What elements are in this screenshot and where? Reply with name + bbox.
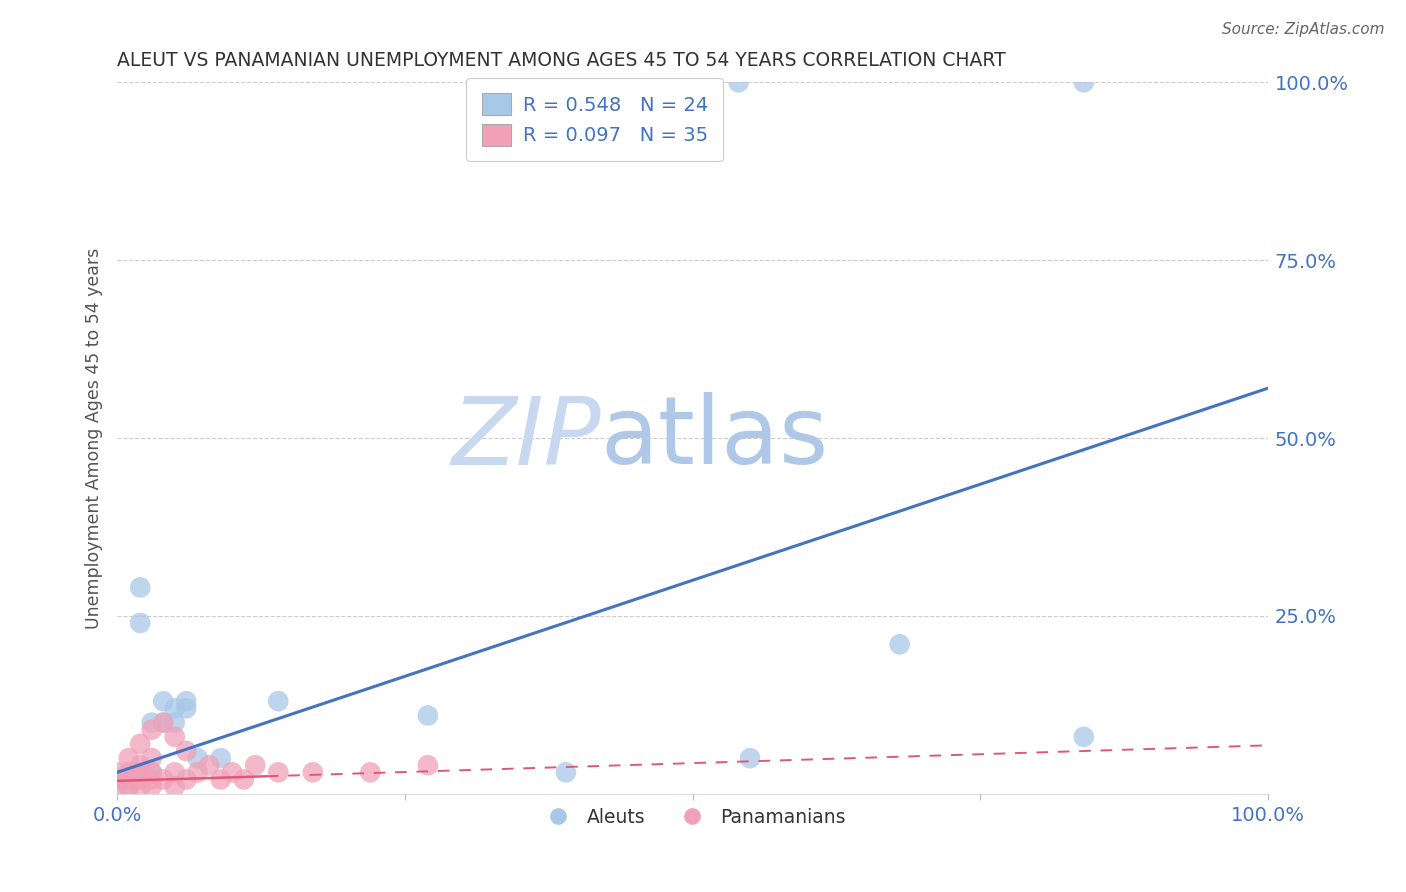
Point bbox=[359, 765, 381, 780]
Point bbox=[198, 758, 221, 772]
Text: ZIP: ZIP bbox=[451, 392, 600, 483]
Point bbox=[163, 765, 186, 780]
Point bbox=[129, 765, 152, 780]
Point bbox=[129, 737, 152, 751]
Point bbox=[129, 765, 152, 780]
Point bbox=[1073, 730, 1095, 744]
Point bbox=[416, 708, 439, 723]
Point bbox=[152, 772, 174, 787]
Point bbox=[267, 765, 290, 780]
Point bbox=[105, 772, 128, 787]
Point bbox=[141, 765, 163, 780]
Point bbox=[163, 701, 186, 715]
Point bbox=[118, 780, 141, 794]
Point bbox=[187, 751, 209, 765]
Point bbox=[889, 637, 911, 651]
Legend: Aleuts, Panamanians: Aleuts, Panamanians bbox=[531, 800, 853, 834]
Point bbox=[163, 730, 186, 744]
Point bbox=[118, 751, 141, 765]
Point bbox=[152, 715, 174, 730]
Point bbox=[267, 694, 290, 708]
Point bbox=[141, 772, 163, 787]
Point bbox=[118, 772, 141, 787]
Point bbox=[141, 751, 163, 765]
Point bbox=[174, 744, 197, 758]
Point bbox=[555, 765, 578, 780]
Point bbox=[141, 723, 163, 737]
Point bbox=[129, 780, 152, 794]
Text: ALEUT VS PANAMANIAN UNEMPLOYMENT AMONG AGES 45 TO 54 YEARS CORRELATION CHART: ALEUT VS PANAMANIAN UNEMPLOYMENT AMONG A… bbox=[117, 51, 1005, 70]
Point bbox=[187, 765, 209, 780]
Point bbox=[209, 751, 232, 765]
Point bbox=[118, 772, 141, 787]
Point bbox=[129, 772, 152, 787]
Point bbox=[141, 780, 163, 794]
Point bbox=[209, 772, 232, 787]
Point bbox=[118, 772, 141, 787]
Point bbox=[232, 772, 254, 787]
Point bbox=[174, 694, 197, 708]
Point bbox=[129, 615, 152, 630]
Point bbox=[118, 765, 141, 780]
Point bbox=[152, 694, 174, 708]
Point bbox=[105, 765, 128, 780]
Point bbox=[163, 715, 186, 730]
Point bbox=[174, 701, 197, 715]
Point bbox=[141, 765, 163, 780]
Point bbox=[727, 75, 749, 89]
Point bbox=[221, 765, 243, 780]
Point bbox=[129, 581, 152, 595]
Point bbox=[163, 780, 186, 794]
Point bbox=[416, 758, 439, 772]
Point bbox=[129, 758, 152, 772]
Point bbox=[301, 765, 323, 780]
Point bbox=[174, 772, 197, 787]
Point bbox=[141, 715, 163, 730]
Point bbox=[152, 715, 174, 730]
Point bbox=[118, 780, 141, 794]
Point bbox=[1073, 75, 1095, 89]
Point bbox=[105, 772, 128, 787]
Text: Source: ZipAtlas.com: Source: ZipAtlas.com bbox=[1222, 22, 1385, 37]
Y-axis label: Unemployment Among Ages 45 to 54 years: Unemployment Among Ages 45 to 54 years bbox=[86, 247, 103, 629]
Text: atlas: atlas bbox=[600, 392, 828, 484]
Point bbox=[738, 751, 761, 765]
Point bbox=[245, 758, 267, 772]
Point bbox=[105, 780, 128, 794]
